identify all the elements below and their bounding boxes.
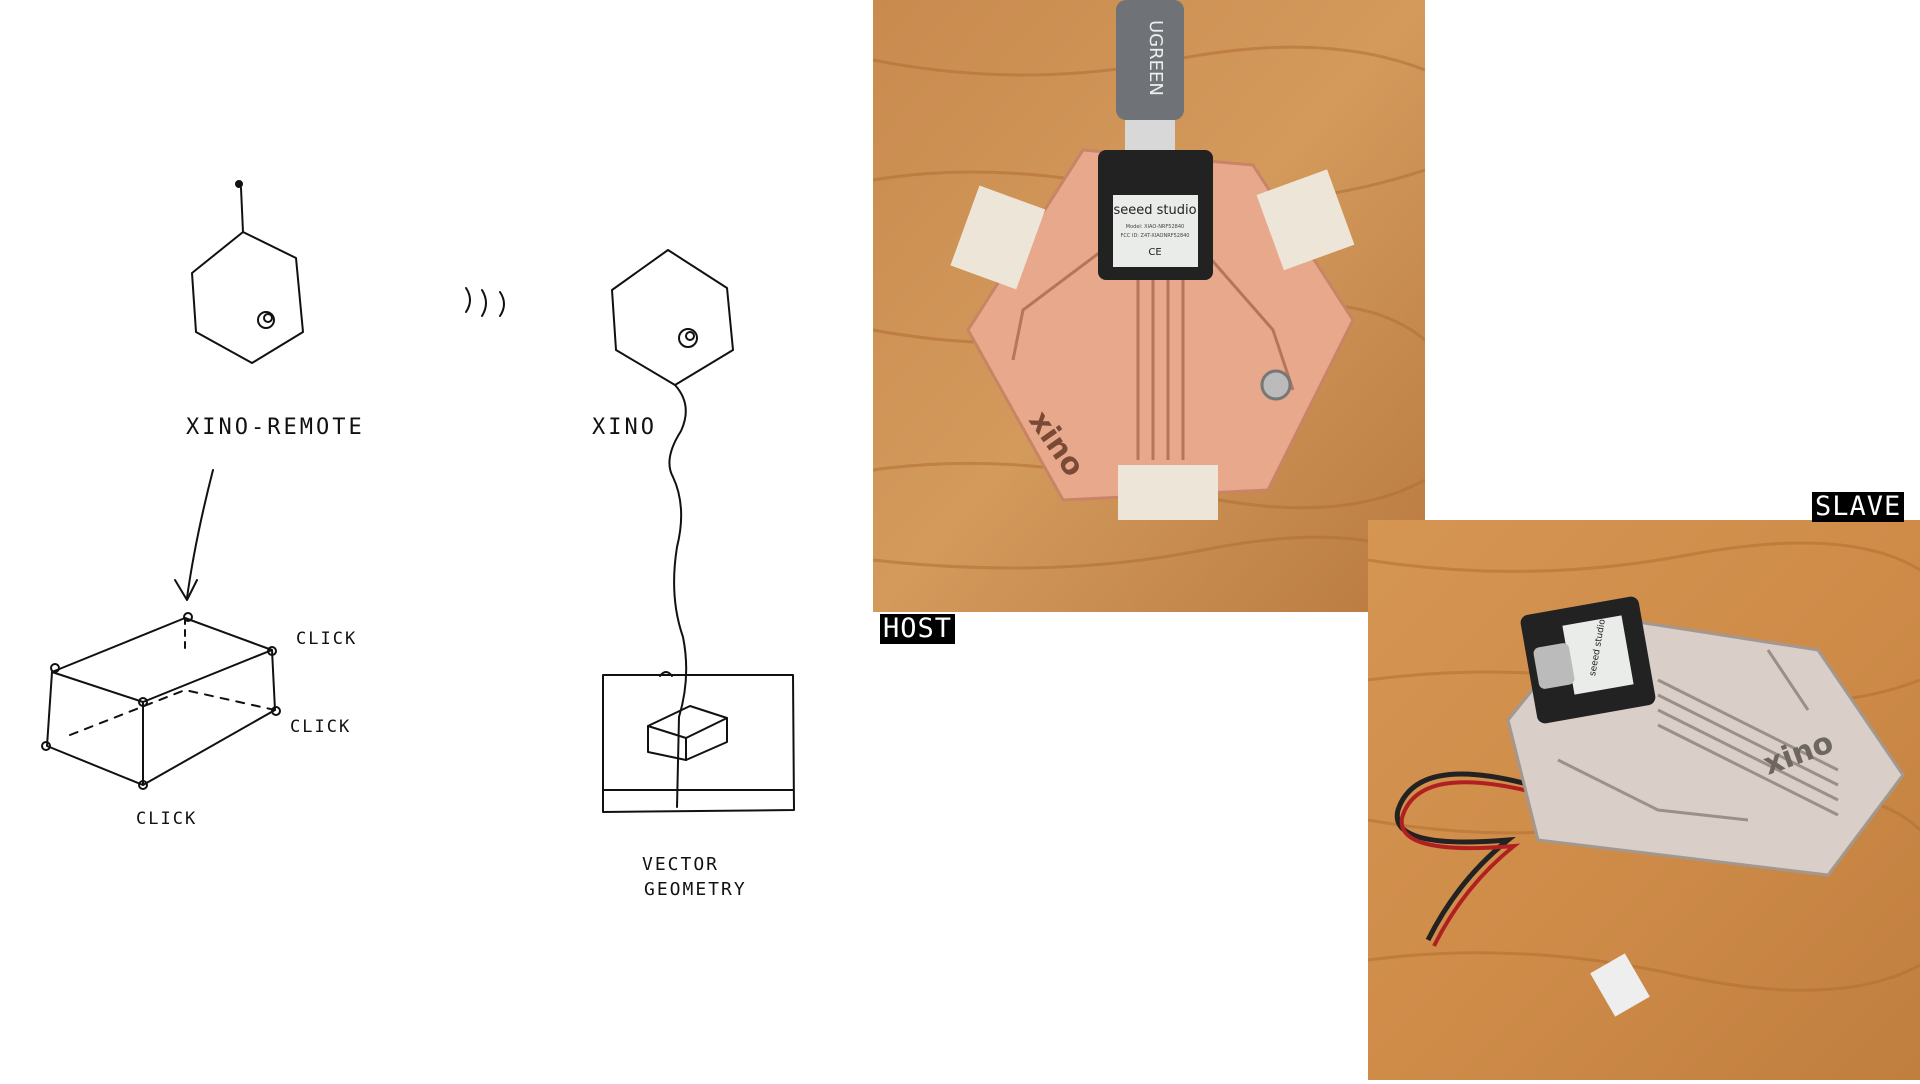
left-connector	[950, 185, 1046, 290]
module-cert: CE	[1148, 247, 1161, 258]
sketch-box	[41, 612, 281, 790]
remote-label: XINO-REMOTE	[186, 415, 365, 440]
module-model: Model: XIAO-NRF52840	[1126, 224, 1184, 230]
hand-drawn-sketch: XINO-REMOTE XINO CLICK CLICK CLICK VECTO…	[0, 0, 870, 1080]
slave-label: SLAVE	[1812, 492, 1905, 522]
click-right-label: CLICK	[290, 717, 351, 737]
click-bottom-label: CLICK	[136, 809, 197, 829]
slave-board-photo: seeed studio xino	[1368, 520, 1920, 1080]
host-pcb	[966, 148, 1355, 502]
monitor	[602, 671, 795, 813]
device-hexagon	[611, 249, 734, 808]
arrow	[174, 469, 214, 601]
host-mcu-module: seeed studio Model: XIAO-NRF52840 FCC ID…	[1098, 150, 1213, 280]
slave-mcu-module: seeed studio	[1520, 596, 1656, 724]
module-brand: seeed studio	[1113, 203, 1196, 218]
remote-hexagon	[191, 180, 304, 364]
caption-line-1: VECTOR	[642, 854, 719, 875]
module-fcc: FCC ID: Z4T-XIAONRF52840	[1121, 233, 1190, 239]
sketch-drawing: XINO-REMOTE XINO CLICK CLICK CLICK VECTO…	[41, 180, 795, 900]
bottom-connector	[1118, 465, 1218, 520]
caption-line-2: GEOMETRY	[644, 879, 747, 900]
host-label: HOST	[880, 614, 956, 644]
wire-connector	[1590, 953, 1650, 1017]
cable-brand: UGREEN	[1145, 20, 1166, 96]
host-board-photo: UGREEN seeed studio Model: XIAO-NRF52840…	[873, 0, 1425, 612]
red-black-wire	[1394, 771, 1549, 942]
usb-cable: UGREEN	[1116, 0, 1184, 172]
device-label: XINO	[592, 415, 657, 440]
click-top-label: CLICK	[296, 629, 357, 649]
signal-waves	[465, 287, 505, 317]
right-connector	[1256, 169, 1355, 271]
push-button	[1260, 369, 1292, 401]
